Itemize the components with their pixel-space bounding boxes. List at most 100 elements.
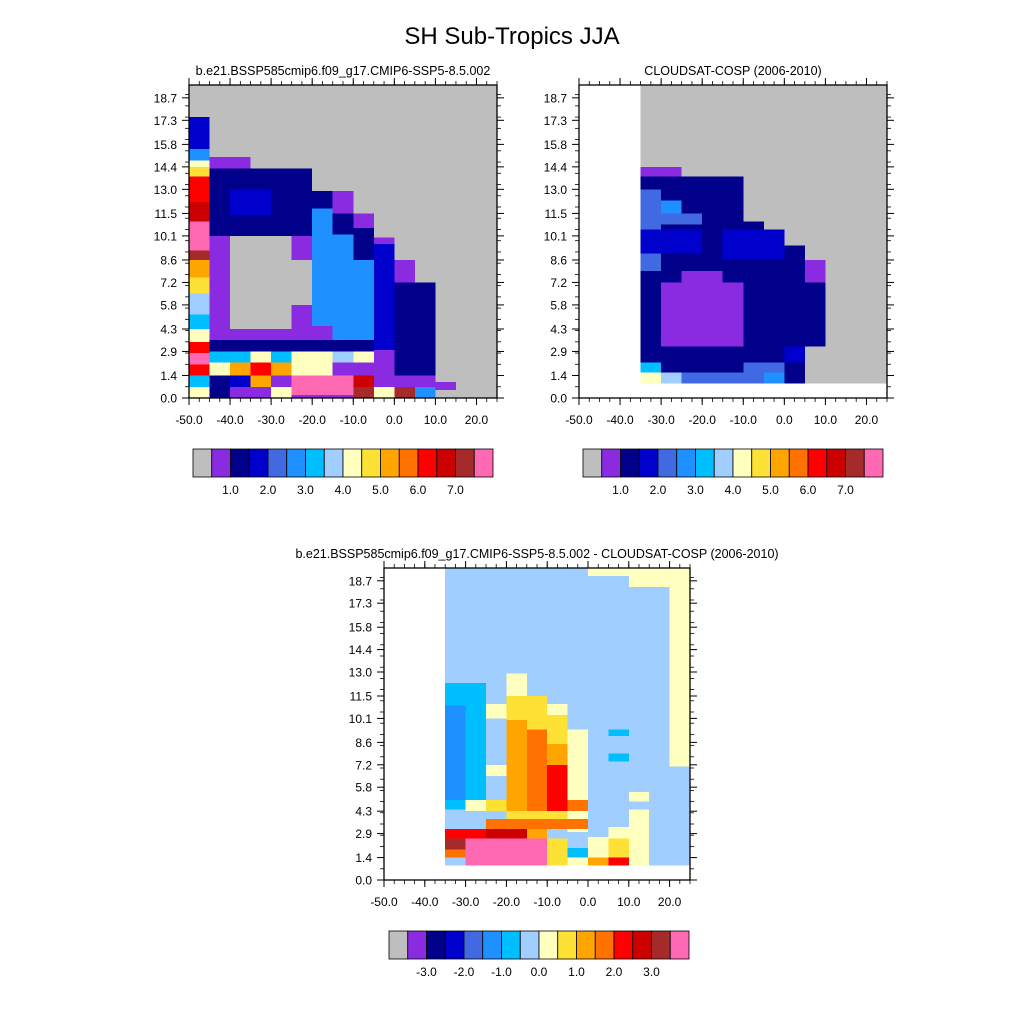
heatmap-cell — [353, 227, 374, 260]
y-tick-label: 5.8 — [550, 298, 567, 312]
heatmap-cell — [445, 838, 466, 850]
heatmap-cell — [189, 386, 210, 398]
heatmap-cell — [189, 375, 210, 387]
y-tick-label: 17.3 — [154, 114, 178, 128]
colorbar-label: 3.0 — [687, 483, 704, 497]
heatmap-cell — [547, 838, 568, 866]
heatmap-cell — [414, 386, 436, 398]
heatmap-cell — [445, 849, 466, 858]
y-tick-label: 7.2 — [160, 276, 177, 290]
x-tick-label: 20.0 — [465, 413, 489, 427]
x-tick-label: 20.0 — [658, 895, 682, 909]
panel-obs-heatmap: CLOUDSAT-COSP (2006-2010) -50.0 -40.0 -30.0… — [544, 64, 894, 427]
heatmap-cell — [445, 683, 486, 706]
heatmap-cell — [661, 200, 682, 214]
heatmap-cell — [189, 277, 210, 294]
colorbar-swatch — [501, 930, 521, 960]
x-tick-label: -50.0 — [175, 413, 203, 427]
x-tick-label: -50.0 — [370, 895, 398, 909]
heatmap-cell — [353, 259, 374, 342]
colorbar-swatch — [455, 448, 475, 478]
colorbar-swatch — [482, 930, 502, 960]
heatmap-cell — [435, 381, 456, 390]
heatmap-cell — [373, 386, 395, 398]
heatmap-cell — [681, 372, 764, 384]
colorbar-swatch — [863, 448, 884, 478]
x-tick-label: -20.0 — [299, 413, 327, 427]
colorbar-label: -2.0 — [454, 965, 475, 979]
colorbar-label: 0.0 — [531, 965, 548, 979]
colorbar-swatch — [305, 448, 325, 478]
colorbar-label: 4.0 — [725, 483, 742, 497]
y-tick-label: 17.3 — [544, 114, 568, 128]
y-tick-label: 8.6 — [550, 253, 567, 267]
panel-model-heatmap: b.e21.BSSP585cmip6.f09_g17.CMIP6-SSP5-8.… — [154, 64, 504, 427]
heatmap-cell — [189, 250, 210, 260]
colorbar-label: 1.0 — [612, 483, 629, 497]
colorbar-swatch — [582, 448, 603, 478]
x-tick-label: -40.0 — [216, 413, 244, 427]
figure-title: SH Sub-Tropics JJA — [404, 23, 619, 50]
heatmap-cell — [588, 857, 609, 866]
heatmap-cell — [722, 229, 785, 260]
heatmap-cell — [608, 827, 629, 839]
x-tick-label: -10.0 — [340, 413, 368, 427]
colorbar-difference: -3.0 -2.0 -1.0 0.0 1.0 2.0 3.0 — [388, 930, 690, 979]
colorbar-swatch — [638, 448, 659, 478]
heatmap-cell — [465, 838, 548, 866]
x-tick-label: -50.0 — [565, 413, 593, 427]
y-tick-label: 11.5 — [350, 690, 373, 704]
panel-difference-heatmap: b.e21.BSSP585cmip6.f09_g17.CMIP6-SSP5-8.… — [295, 547, 778, 909]
heatmap-cell — [661, 372, 682, 384]
colorbar-swatch — [620, 448, 640, 478]
heatmap-cell — [640, 229, 703, 254]
colorbar-label: 3.0 — [643, 965, 660, 979]
x-tick-label: -20.0 — [689, 413, 717, 427]
heatmap-cell — [608, 729, 629, 736]
heatmap-cell — [640, 372, 662, 384]
y-tick-label: 10.1 — [154, 229, 178, 243]
colorbar-swatch — [436, 448, 456, 478]
y-tick-label: 15.8 — [349, 621, 373, 635]
y-tick-label: 18.7 — [154, 91, 178, 105]
colorbar-swatch — [613, 930, 634, 960]
y-tick-label: 13.0 — [349, 666, 373, 680]
y-tick-label: 5.8 — [160, 298, 177, 312]
heatmap-cell — [291, 351, 333, 363]
colorbar-swatch — [380, 448, 400, 478]
colorbar-swatch — [538, 930, 559, 960]
x-tick-label: -10.0 — [534, 895, 562, 909]
heatmap-cell — [486, 819, 588, 829]
colorbar-swatch — [388, 930, 409, 960]
heatmap-cell — [763, 372, 785, 384]
heatmap-cell — [312, 208, 333, 326]
heatmap-cell — [291, 362, 313, 376]
y-tick-label: 7.2 — [355, 758, 372, 772]
heatmap-cell — [567, 729, 588, 832]
y-tick-label: 15.8 — [154, 138, 178, 152]
colorbar-swatch — [751, 448, 771, 478]
heatmap-cell — [681, 271, 723, 283]
y-tick-label: 1.4 — [160, 369, 177, 383]
colorbar-swatch — [594, 930, 615, 960]
heatmap-cell — [804, 282, 826, 347]
y-tick-label: 15.8 — [544, 138, 568, 152]
y-tick-label: 7.2 — [550, 276, 567, 290]
heatmap-cell — [332, 351, 354, 363]
colorbar-swatch — [657, 448, 678, 478]
heatmap-cell — [394, 282, 436, 376]
heatmap-cell — [209, 351, 251, 363]
colorbar-swatch — [407, 930, 427, 960]
heatmap-cell — [661, 282, 744, 347]
colorbar-swatch — [444, 930, 465, 960]
x-tick-label: -40.0 — [606, 413, 634, 427]
heatmap-cell — [312, 362, 333, 376]
heatmap-cell — [608, 753, 629, 762]
heatmap-cell — [250, 362, 272, 376]
heatmap-cell — [250, 375, 272, 387]
colorbar-label: 7.0 — [837, 483, 854, 497]
colorbar-swatch — [248, 448, 269, 478]
heatmap-cell — [394, 386, 415, 398]
heatmap-cell — [486, 800, 507, 812]
heatmap-cell — [608, 857, 629, 866]
